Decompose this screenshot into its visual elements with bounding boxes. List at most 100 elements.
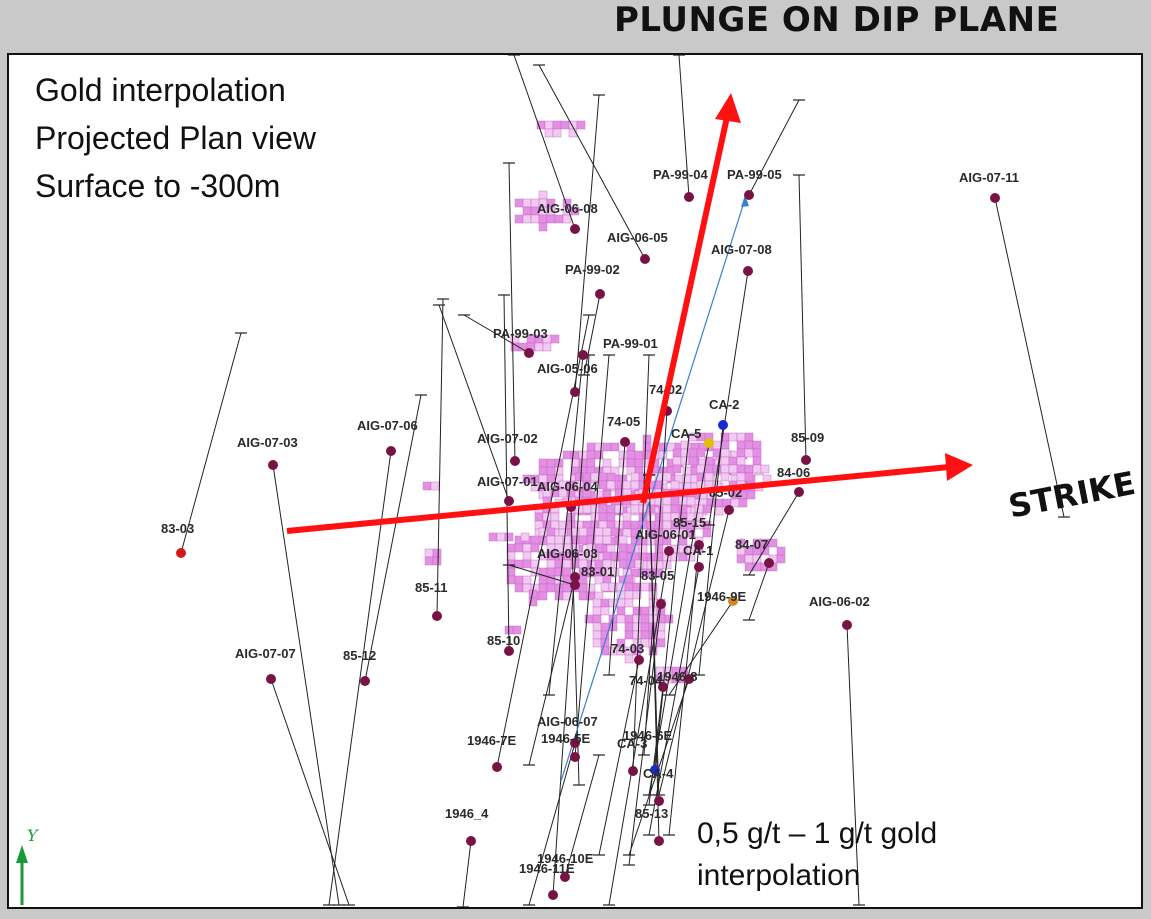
drill-trace bbox=[632, 354, 650, 772]
drill-collar bbox=[664, 546, 674, 556]
interpolation-block bbox=[720, 448, 730, 458]
drill-hole-label: 84-07 bbox=[735, 537, 768, 552]
drill-trace bbox=[658, 509, 730, 796]
drill-trace bbox=[628, 603, 662, 866]
interpolation-block bbox=[624, 590, 634, 600]
drill-collar bbox=[718, 420, 728, 430]
interpolation-block bbox=[634, 450, 644, 460]
interpolation-block bbox=[522, 559, 532, 569]
interpolation-block bbox=[752, 448, 762, 458]
interpolation-block bbox=[530, 214, 540, 224]
drill-collar bbox=[801, 455, 811, 465]
drill-collar bbox=[492, 762, 502, 772]
interpolation-block bbox=[538, 575, 548, 585]
interpolation-block bbox=[598, 512, 608, 522]
interpolation-block bbox=[538, 222, 548, 232]
drill-trace bbox=[574, 94, 600, 393]
drill-collar bbox=[724, 505, 734, 515]
drill-trace bbox=[270, 678, 350, 906]
interpolation-block bbox=[538, 583, 548, 593]
drill-collar bbox=[578, 350, 588, 360]
interpolation-block bbox=[594, 543, 604, 553]
interpolation-block bbox=[626, 450, 636, 460]
interpolation-block bbox=[654, 568, 664, 578]
drill-collar bbox=[990, 193, 1000, 203]
interpolation-block bbox=[554, 214, 564, 224]
drill-trace bbox=[552, 354, 590, 896]
interpolation-block bbox=[776, 554, 786, 564]
drill-hole-label: AIG-06-08 bbox=[537, 201, 598, 216]
interpolation-block bbox=[598, 480, 608, 490]
interpolation-block bbox=[514, 198, 524, 208]
interpolation-block bbox=[522, 575, 532, 585]
interpolation-block bbox=[714, 506, 724, 516]
interpolation-block bbox=[522, 543, 532, 553]
drill-hole-label: AIG-07-03 bbox=[237, 435, 298, 450]
drill-trace bbox=[272, 464, 340, 906]
drill-hole-label: AIG-06-07 bbox=[537, 714, 598, 729]
drill-hole-label: AIG-06-01 bbox=[635, 527, 696, 542]
drill-collar bbox=[570, 387, 580, 397]
drill-collar bbox=[524, 348, 534, 358]
drill-hole-label: 1946-10E bbox=[537, 851, 594, 866]
drill-collar bbox=[432, 611, 442, 621]
interpolation-block bbox=[592, 638, 602, 648]
interpolation-block bbox=[632, 590, 642, 600]
interpolation-block bbox=[728, 456, 738, 466]
drill-collar bbox=[743, 266, 753, 276]
interpolation-block bbox=[776, 546, 786, 556]
interpolation-block bbox=[576, 120, 586, 130]
drill-trace bbox=[463, 314, 530, 354]
interpolation-block bbox=[586, 442, 596, 452]
interpolation-block bbox=[606, 480, 616, 490]
interpolation-block bbox=[586, 551, 596, 561]
drill-collar bbox=[620, 437, 630, 447]
drill-trace bbox=[608, 550, 670, 906]
interpolation-block bbox=[598, 504, 608, 514]
interpolation-block bbox=[744, 440, 754, 450]
interpolation-block bbox=[522, 214, 532, 224]
interpolation-block bbox=[746, 490, 756, 500]
interpolation-block bbox=[562, 591, 572, 601]
interpolation-block bbox=[546, 466, 556, 476]
gold-interpolation-blocks bbox=[422, 120, 786, 684]
drill-hole-label: AIG-07-06 bbox=[357, 418, 418, 433]
drill-trace bbox=[438, 304, 510, 502]
interpolation-block bbox=[688, 448, 698, 458]
drill-trace bbox=[548, 354, 584, 696]
interpolation-block bbox=[552, 120, 562, 130]
interpolation-block bbox=[682, 466, 692, 476]
interpolation-block bbox=[582, 520, 592, 530]
interpolation-block bbox=[550, 520, 560, 530]
interpolation-block bbox=[618, 551, 628, 561]
interpolation-block bbox=[520, 532, 530, 542]
interpolation-block bbox=[640, 614, 650, 624]
interpolation-block bbox=[688, 456, 698, 466]
interpolation-block bbox=[600, 622, 610, 632]
drill-trace bbox=[564, 754, 600, 878]
interpolation-block bbox=[562, 583, 572, 593]
drill-hole-label: 85-15 bbox=[673, 515, 706, 530]
interpolation-block bbox=[546, 567, 556, 577]
drill-trace bbox=[708, 270, 749, 526]
interpolation-block bbox=[538, 214, 548, 224]
interpolation-block bbox=[586, 458, 596, 468]
interpolation-block bbox=[544, 128, 554, 138]
drill-hole-label: 84-06 bbox=[777, 465, 810, 480]
interpolation-block bbox=[624, 654, 634, 664]
interpolation-block bbox=[598, 472, 608, 482]
interpolation-block bbox=[656, 638, 666, 648]
interpolation-block bbox=[562, 450, 572, 460]
drill-collar bbox=[684, 674, 694, 684]
interpolation-block bbox=[704, 464, 714, 474]
drill-trace bbox=[846, 624, 860, 906]
plunge-trend-line bbox=[560, 195, 749, 782]
drill-hole-label: 85-09 bbox=[791, 430, 824, 445]
drill-trace bbox=[648, 442, 710, 796]
interpolation-block bbox=[618, 535, 628, 545]
drill-collar bbox=[842, 620, 852, 630]
interpolation-block bbox=[594, 450, 604, 460]
interpolation-block bbox=[514, 583, 524, 593]
interpolation-block bbox=[610, 567, 620, 577]
drill-trace bbox=[508, 162, 516, 462]
